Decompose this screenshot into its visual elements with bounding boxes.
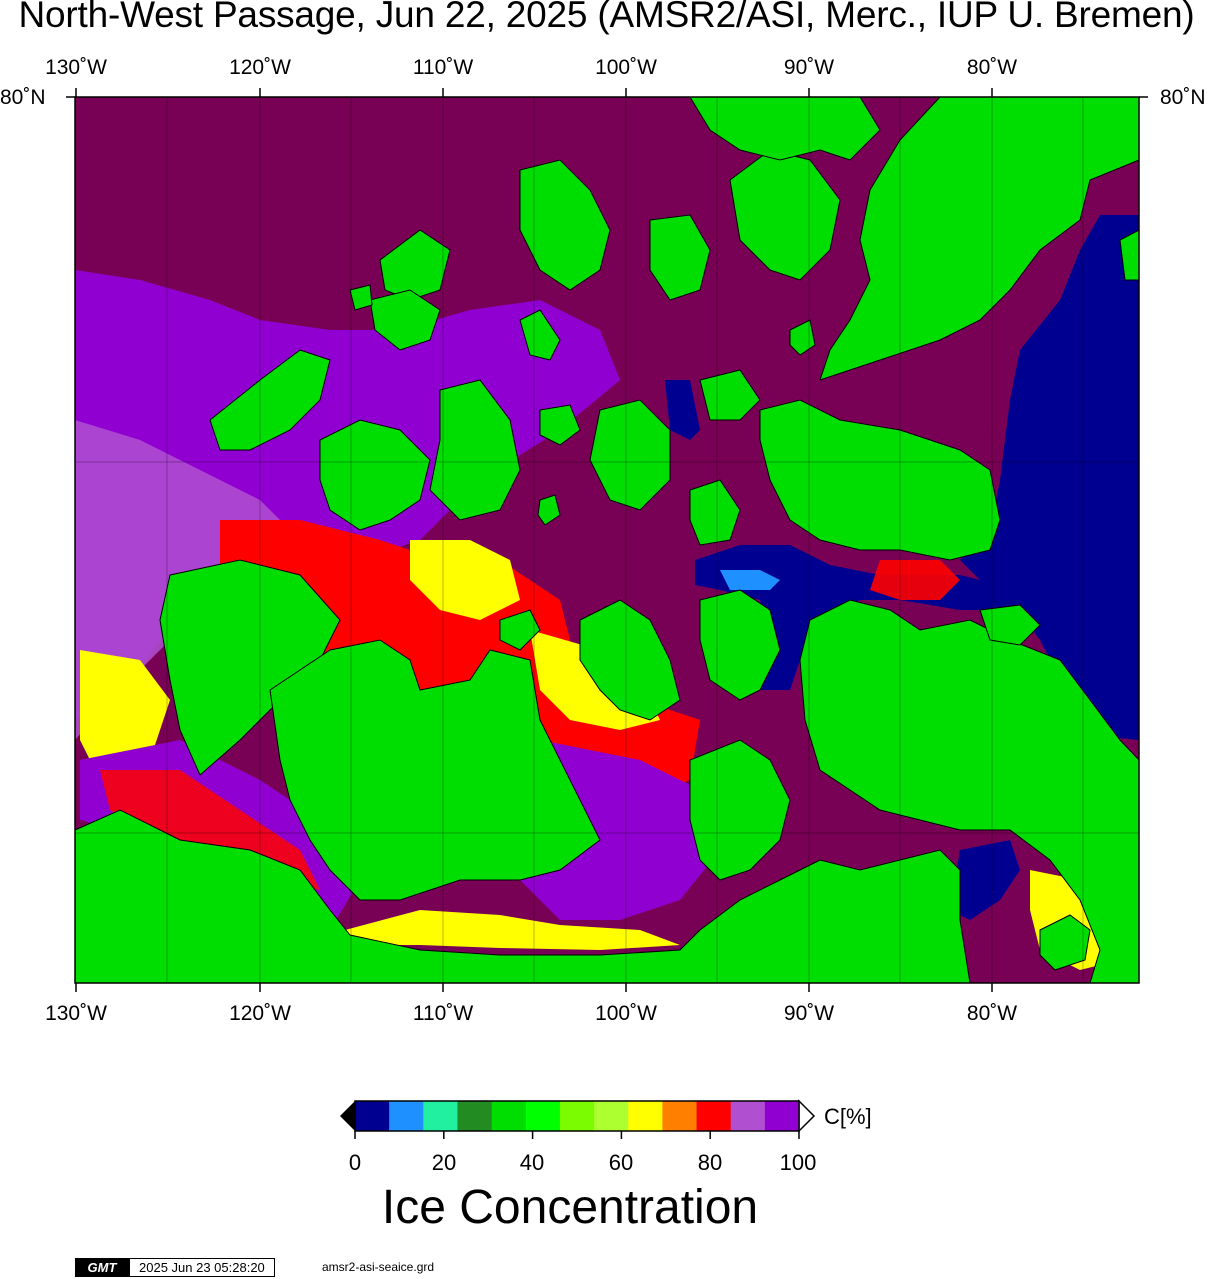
open-water-southeast <box>950 840 1020 920</box>
colorbar-segment <box>423 1101 458 1131</box>
frame-tick-marks <box>66 88 1148 992</box>
land-bathurst-island <box>429 379 521 521</box>
graticule <box>75 97 1139 983</box>
gmt-logo: GMT <box>75 1258 129 1277</box>
timestamp: 2025 Jun 23 05:28:20 <box>129 1258 275 1277</box>
open-water-north-channel <box>665 380 700 440</box>
bottom-lon-label-90w: 90˚W <box>783 1002 835 1025</box>
colorbar-segment <box>764 1101 800 1131</box>
land-mainland-south <box>74 809 971 984</box>
colorbar-unit: C[%] <box>824 1104 872 1129</box>
land-victoria-island <box>269 639 601 901</box>
top-lon-label-110w: 110˚W <box>412 56 474 79</box>
right-lat-label-80n: 80˚N <box>1160 86 1206 109</box>
land-small-3 <box>499 609 541 651</box>
land-masses <box>74 96 1140 984</box>
ice-field-yellow-central <box>410 540 520 620</box>
top-lon-label-100w: 100˚W <box>595 56 657 79</box>
land-amund-ringnes <box>649 214 711 301</box>
open-water-marginal-lancaster <box>720 570 780 590</box>
colorbar-segment <box>525 1101 561 1131</box>
land-north-islands <box>689 96 881 161</box>
land-melville-island <box>319 419 431 531</box>
land-prince-patrick <box>209 349 331 451</box>
colorbar-segment <box>491 1101 527 1131</box>
land-somerset-island <box>699 589 781 701</box>
colorbar-title: Ice Concentration <box>381 1181 759 1234</box>
colorbar-segment <box>559 1101 595 1131</box>
land-bylot <box>979 604 1041 646</box>
ice-field-red-east <box>870 560 960 600</box>
land-small-2 <box>689 479 741 546</box>
land-boothia <box>689 739 791 881</box>
land-devon-island <box>759 399 1001 561</box>
left-lat-label-80n: 80˚N <box>0 86 46 109</box>
top-lon-label-130w: 130˚W <box>45 56 107 79</box>
map-title: North-West Passage, Jun 22, 2025 (AMSR2/… <box>18 0 1195 35</box>
top-lon-label-90w: 90˚W <box>783 56 835 79</box>
colorbar-segment <box>628 1101 663 1131</box>
top-lon-label-80w: 80˚W <box>966 56 1018 79</box>
colorbar-under-triangle <box>340 1101 355 1131</box>
colorbar-segment <box>730 1101 766 1131</box>
top-lon-label-120w: 120˚W <box>229 56 291 79</box>
colorbar-tick-60: 60 <box>608 1150 634 1175</box>
land-ellef-ringnes <box>519 159 611 291</box>
colorbar-over-triangle <box>798 1099 816 1133</box>
grid-filename: amsr2-asi-seaice.grd <box>322 1260 435 1274</box>
land-small-1 <box>539 404 581 446</box>
bottom-lon-label-130w: 130˚W <box>45 1002 107 1025</box>
colorbar-segment <box>696 1101 732 1131</box>
bottom-lon-label-80w: 80˚W <box>966 1002 1018 1025</box>
land-mackenzie-king <box>369 289 441 351</box>
ice-field-red-central <box>220 520 700 800</box>
colorbar-tick-20: 20 <box>431 1150 457 1175</box>
land-prince-of-wales <box>579 599 681 721</box>
colorbar-segment <box>662 1101 698 1131</box>
colorbar-segment <box>457 1101 493 1131</box>
land-borden <box>379 229 451 301</box>
map-frame <box>74 96 1140 984</box>
colorbar-tick-100: 100 <box>779 1150 817 1175</box>
ice-field-yellow-bottom <box>345 910 680 950</box>
colorbar-segment <box>389 1101 424 1131</box>
land-graham <box>699 369 761 421</box>
land-small-6 <box>537 494 561 526</box>
colorbar-tick-40: 40 <box>519 1150 545 1175</box>
colorbar-tick-0: 0 <box>348 1150 362 1175</box>
colorbar-segment <box>594 1101 629 1131</box>
bottom-lon-label-120w: 120˚W <box>229 1002 291 1025</box>
colorbar <box>340 1099 816 1139</box>
land-southeast-island <box>1039 914 1091 971</box>
colorbar-segment <box>355 1101 390 1131</box>
colorbar-tick-80: 80 <box>697 1150 723 1175</box>
bottom-lon-label-110w: 110˚W <box>412 1002 474 1025</box>
open-water-baffin-bay <box>960 215 1139 740</box>
bottom-lon-label-100w: 100˚W <box>595 1002 657 1025</box>
colorbar-frame <box>354 1100 800 1132</box>
land-baffin-island <box>799 599 1140 984</box>
land-cornwallis <box>589 399 671 511</box>
land-small-4 <box>519 309 561 361</box>
land-small-7 <box>349 284 373 311</box>
